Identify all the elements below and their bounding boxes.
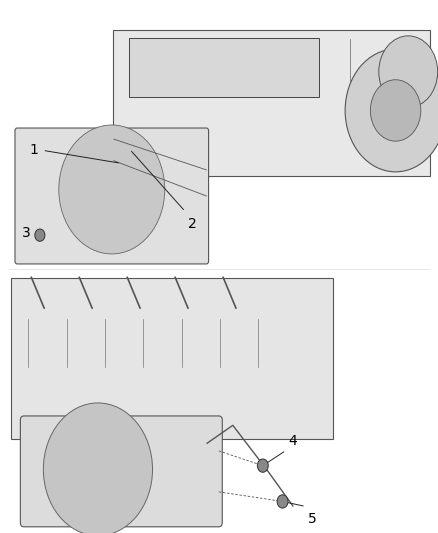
Text: 1: 1 — [29, 143, 38, 157]
FancyBboxPatch shape — [129, 38, 319, 96]
Text: 5: 5 — [308, 512, 317, 526]
Circle shape — [277, 495, 288, 508]
Circle shape — [345, 49, 438, 172]
Circle shape — [59, 125, 165, 254]
Circle shape — [371, 80, 421, 141]
Circle shape — [258, 459, 268, 472]
Text: 4: 4 — [288, 434, 297, 448]
Circle shape — [43, 403, 152, 533]
Text: 3: 3 — [22, 225, 31, 239]
FancyBboxPatch shape — [113, 30, 430, 176]
FancyBboxPatch shape — [21, 416, 223, 527]
Circle shape — [379, 36, 438, 108]
FancyBboxPatch shape — [11, 278, 333, 439]
Circle shape — [35, 229, 45, 241]
Text: 2: 2 — [187, 217, 196, 231]
FancyBboxPatch shape — [15, 128, 208, 264]
